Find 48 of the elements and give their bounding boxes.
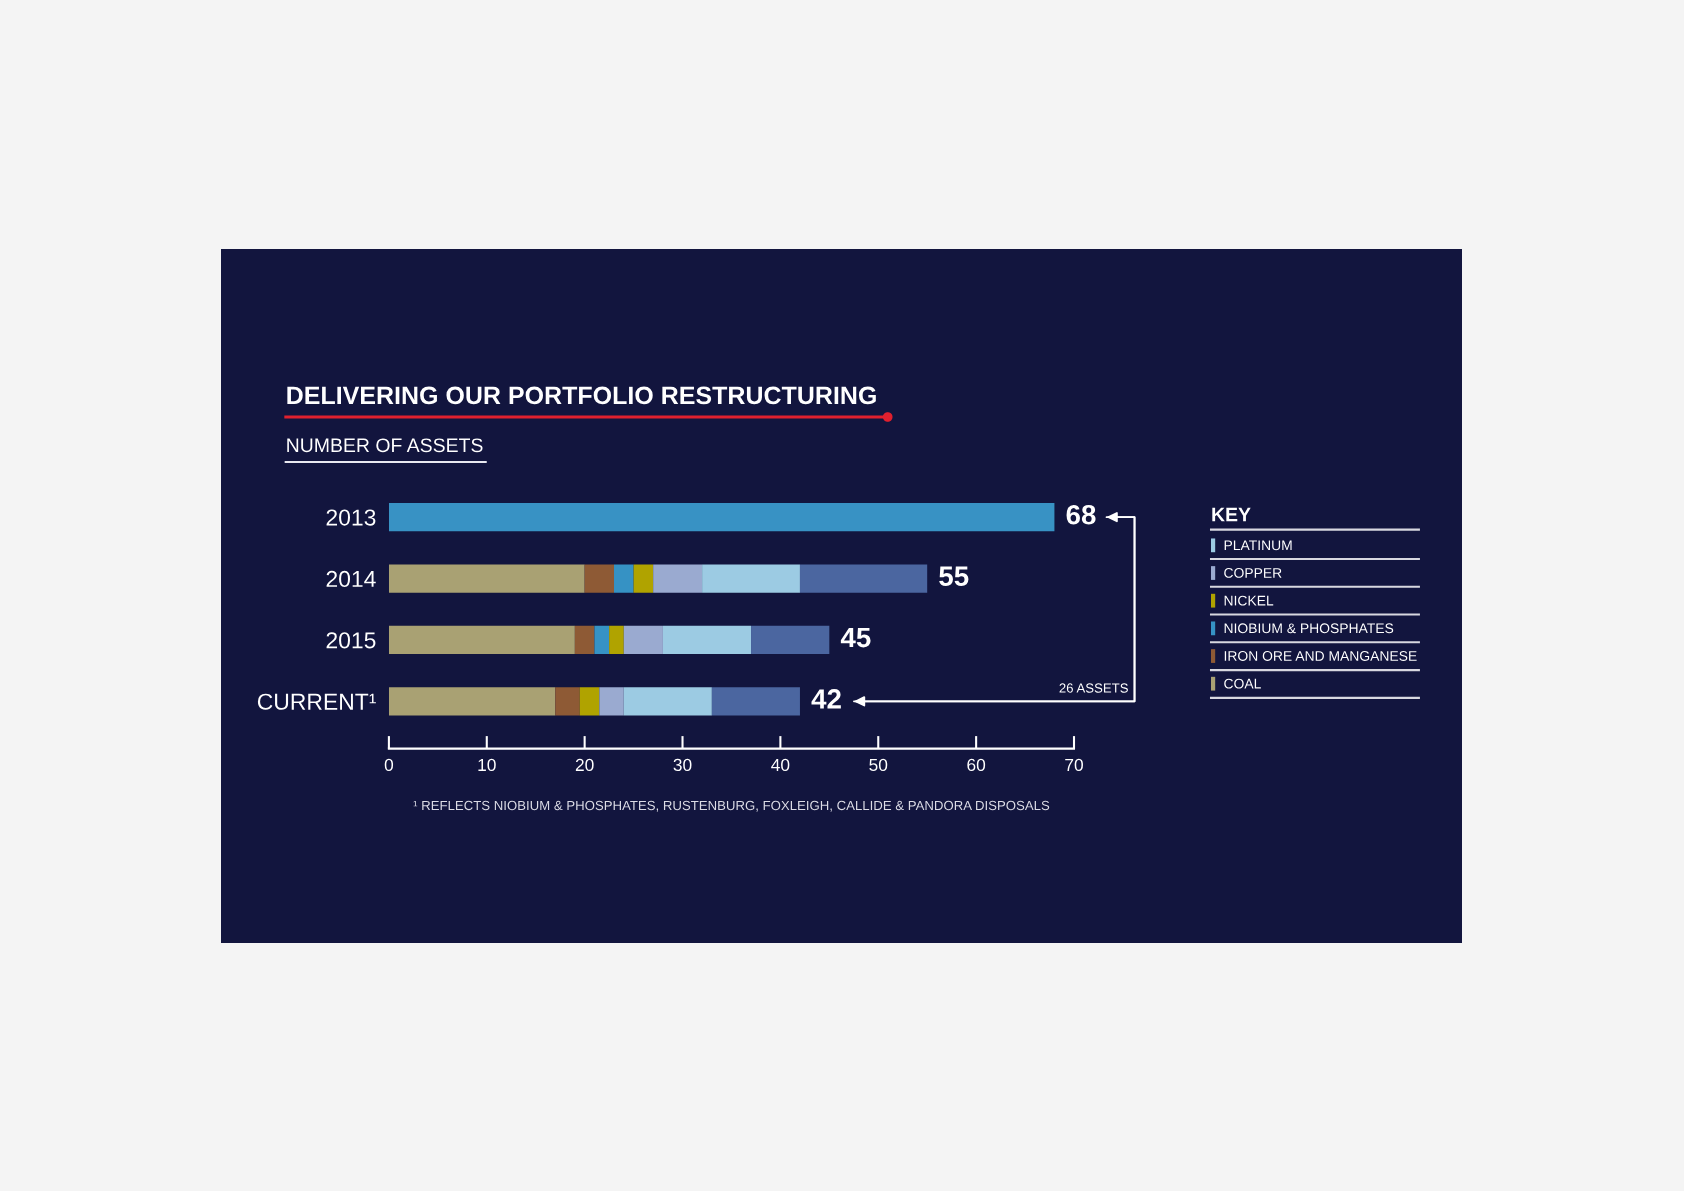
text: ¹ REFLECTS NIOBIUM & PHOSPHATES, RUSTENBURG, FOXLEIGH, CALLIDE & PANDORA DISPOSALS [413, 800, 1050, 812]
x-tick-label: 40 [771, 758, 790, 772]
bar [623, 687, 712, 716]
bar [599, 687, 624, 716]
legend-label: COPPER [1224, 568, 1282, 578]
chart-title: DELIVERING OUR PORTFOLIO RESTRUCTURING [287, 386, 876, 405]
bar [799, 564, 928, 593]
bar [555, 687, 580, 716]
total-label: 45 [840, 628, 871, 648]
annotation: 26 ASSETS [1059, 683, 1128, 693]
x-tick-label: 20 [575, 758, 594, 772]
legend-label: IRON ORE AND MANGANESE [1224, 651, 1417, 661]
legend-label: NICKEL [1224, 595, 1274, 606]
x-tick-label: 0 [384, 758, 394, 772]
bar [751, 625, 830, 655]
total-label: 68 [1066, 504, 1096, 525]
bar [574, 625, 595, 655]
legend-title: KEY [1212, 507, 1251, 522]
chart-subtitle: NUMBER OF ASSETS [287, 438, 483, 453]
legend-label: PLATINUM [1224, 540, 1292, 551]
bar [633, 564, 654, 593]
bar [623, 625, 663, 655]
legend-label: COAL [1224, 678, 1261, 689]
bar [594, 625, 610, 655]
total-label: 55 [939, 566, 969, 586]
bar [388, 503, 1055, 532]
y-tick-label: CURRENT¹ [257, 693, 376, 710]
x-tick-label: 10 [478, 758, 496, 772]
bar [388, 687, 556, 716]
bar [579, 687, 600, 716]
x-tick-label: 50 [869, 758, 888, 772]
bar [388, 564, 585, 593]
bar [711, 687, 800, 716]
bar [584, 564, 614, 593]
bar [609, 625, 624, 655]
bar [614, 564, 634, 593]
x-tick-label: 60 [967, 758, 986, 772]
bar [653, 564, 703, 593]
total-label: 42 [811, 689, 841, 709]
x-tick-label: 70 [1065, 758, 1083, 772]
bar [662, 625, 752, 655]
y-tick-label: 2014 [326, 570, 376, 588]
bar [702, 564, 800, 593]
y-tick-label: 2013 [326, 509, 376, 526]
bar [388, 625, 575, 655]
legend-label: NIOBIUM & PHOSPHATES [1224, 623, 1394, 634]
x-tick-label: 30 [673, 758, 692, 772]
y-tick-label: 2015 [326, 632, 376, 649]
